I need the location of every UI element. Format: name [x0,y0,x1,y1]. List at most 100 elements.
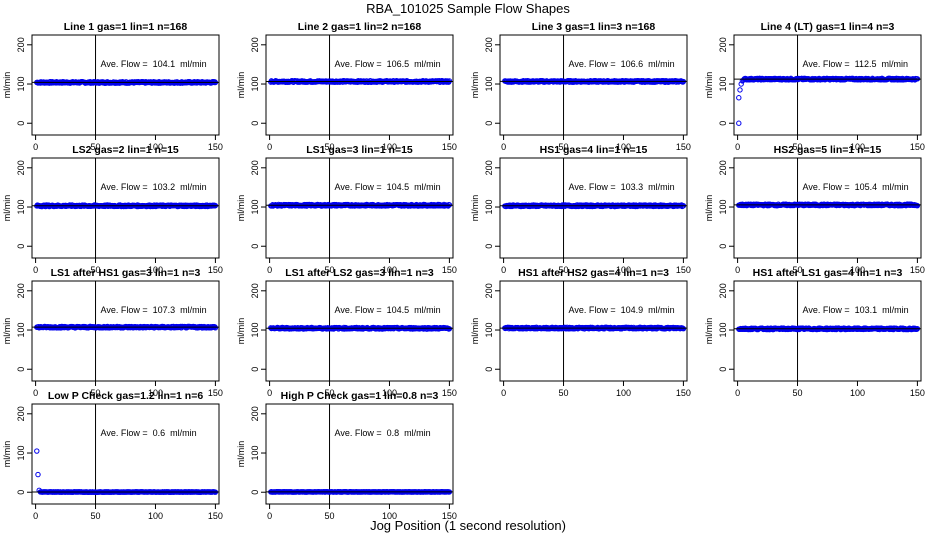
y-tick-label: 100 [718,323,728,338]
average-flow-annotation: Ave. Flow = 104.1 ml/min [101,59,207,69]
y-tick-label: 0 [250,367,260,372]
y-axis-label: ml/min [704,195,714,222]
x-tick-label: 0 [501,142,506,152]
average-flow-annotation: Ave. Flow = 106.5 ml/min [335,59,441,69]
y-axis-label: ml/min [236,72,246,99]
y-tick-label: 100 [16,323,26,338]
chart-panel-7: HS1 gas=4 lin=1 n=15 ml/min 0 100 200 0 50 100 1… [470,144,691,275]
y-tick-label: 0 [718,244,728,249]
x-tick-label: 100 [148,265,163,275]
panel-title: High P Check gas=1 lin=0.8 n=3 [281,390,439,402]
data-points [736,75,921,126]
panel-title: Line 2 gas=1 lin=2 n=168 [298,21,422,33]
x-tick-label: 100 [382,388,397,398]
average-flow-annotation: Ave. Flow = 0.8 ml/min [335,428,431,438]
plot-frame [265,34,454,136]
y-axis-label: ml/min [2,195,12,222]
data-point [212,79,218,85]
chart-panel-9: LS1 after HS1 gas=3 lin=1 n=3 ml/min 0 100 2… [2,267,223,398]
plot-frame [31,34,220,136]
y-tick-label: 200 [250,283,260,298]
x-tick-label: 150 [442,142,457,152]
average-flow-annotation: Ave. Flow = 0.6 ml/min [101,428,197,438]
x-tick-label: 50 [325,142,335,152]
y-tick-label: 200 [484,37,494,52]
y-tick-label: 100 [718,200,728,215]
panel-title: Line 1 gas=1 lin=1 n=168 [64,21,188,33]
x-tick-label: 0 [267,265,272,275]
x-tick-label: 150 [442,388,457,398]
x-tick-label: 150 [910,265,925,275]
y-tick-label: 100 [250,323,260,338]
y-tick-label: 200 [16,160,26,175]
chart-panel-5: LS2 gas=2 lin=1 n=15 ml/min 0 100 200 0 50 100 1… [2,144,223,275]
plot-frame [31,403,220,505]
chart-panel-10: LS1 after LS2 gas=3 lin=1 n=3 ml/min 0 100 2… [236,267,457,398]
data-points [502,324,687,332]
x-tick-label: 150 [208,388,223,398]
plot-frame [31,157,220,259]
panel-title: LS2 gas=2 lin=1 n=15 [72,144,179,156]
panel-title: LS1 after LS2 gas=3 lin=1 n=3 [285,267,434,279]
x-tick-label: 50 [91,142,101,152]
data-point [738,81,744,87]
data-point [736,95,742,101]
average-flow-annotation: Ave. Flow = 106.6 ml/min [569,59,675,69]
y-tick-label: 0 [16,244,26,249]
data-point [736,120,742,126]
x-tick-label: 50 [91,265,101,275]
data-point [34,448,40,454]
data-point [680,326,687,332]
panel-title: HS1 gas=4 lin=1 n=15 [540,144,648,156]
x-tick-label: 0 [735,388,740,398]
chart-panel-6: LS1 gas=3 lin=1 n=15 ml/min 0 100 200 0 50 100 1… [236,144,457,275]
chart-panel-2: Line 2 gas=1 lin=2 n=168 ml/min 0 100 200 0 50… [236,21,457,152]
x-tick-label: 50 [793,142,803,152]
x-tick-label: 100 [382,142,397,152]
x-tick-label: 0 [33,388,38,398]
chart-panel-13: Low P Check gas=1.2 lin=1 n=6 ml/min 0 100 2… [2,390,223,521]
y-tick-label: 0 [484,244,494,249]
y-tick-label: 100 [250,200,260,215]
x-tick-label: 100 [616,142,631,152]
y-tick-label: 0 [484,121,494,126]
y-tick-label: 100 [250,446,260,461]
panel-title: Line 3 gas=1 lin=3 n=168 [532,21,656,33]
chart-panel-12: HS1 after LS1 gas=4 lin=1 n=3 ml/min 0 100 2… [704,267,925,398]
average-flow-annotation: Ave. Flow = 105.4 ml/min [803,182,909,192]
average-flow-annotation: Ave. Flow = 103.3 ml/min [569,182,675,192]
x-tick-label: 50 [91,511,101,521]
data-point [737,87,743,93]
y-tick-label: 200 [16,283,26,298]
data-point [914,202,921,209]
x-tick-label: 0 [33,142,38,152]
y-axis-label: ml/min [2,318,12,345]
data-point [446,326,453,332]
panel-title: HS1 after HS2 gas=4 lin=1 n=3 [518,267,669,279]
average-flow-annotation: Ave. Flow = 103.1 ml/min [803,305,909,315]
x-tick-label: 0 [501,265,506,275]
x-tick-label: 100 [850,142,865,152]
x-tick-label: 100 [148,511,163,521]
plot-frame [265,157,454,259]
plot-frame [499,34,688,136]
panel-title: Line 4 (LT) gas=1 lin=4 n=3 [761,21,895,33]
data-point [212,325,219,331]
panel-title: HS1 after LS1 gas=4 lin=1 n=3 [753,267,903,279]
y-axis-label: ml/min [236,318,246,345]
y-tick-label: 0 [250,490,260,495]
panel-title: Low P Check gas=1.2 lin=1 n=6 [48,390,203,402]
x-tick-label: 100 [616,388,631,398]
chart-panel-1: Line 1 gas=1 lin=1 n=168 ml/min 0 100 200 0 50… [2,21,223,152]
y-tick-label: 0 [16,121,26,126]
y-axis-label: ml/min [704,72,714,99]
y-tick-label: 100 [484,200,494,215]
y-tick-label: 0 [250,121,260,126]
y-axis-label: ml/min [236,441,246,468]
x-tick-label: 100 [382,511,397,521]
y-tick-label: 100 [16,200,26,215]
y-tick-label: 100 [16,446,26,461]
x-tick-label: 100 [850,265,865,275]
plot-frame [733,157,922,259]
